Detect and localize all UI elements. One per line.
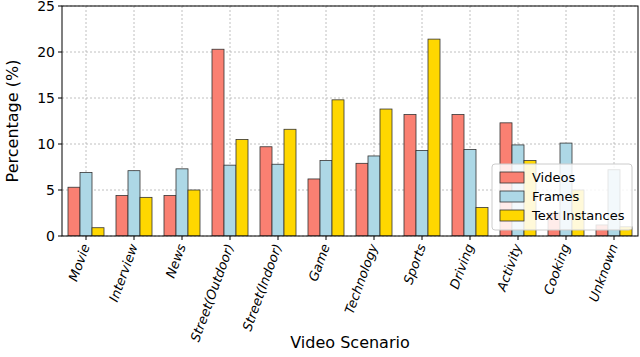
y-tick-label: 10 xyxy=(37,136,55,152)
x-tick-label: Sports xyxy=(400,242,428,287)
x-tick xyxy=(326,236,327,240)
x-tick xyxy=(422,236,423,240)
legend-label: Videos xyxy=(532,170,575,185)
bar xyxy=(320,161,332,236)
bar xyxy=(368,156,380,236)
x-tick xyxy=(518,236,519,240)
grid-line xyxy=(62,52,638,53)
legend-swatch xyxy=(500,191,524,202)
bar xyxy=(128,171,140,236)
x-tick-label: Driving xyxy=(447,242,477,291)
bar xyxy=(308,179,320,236)
x-axis-label: Video Scenario xyxy=(290,333,409,352)
x-tick xyxy=(278,236,279,240)
grid-line xyxy=(62,144,638,145)
y-tick xyxy=(58,6,62,7)
bar xyxy=(416,150,428,236)
bar xyxy=(272,164,284,236)
y-tick-label: 0 xyxy=(46,228,55,244)
y-tick-label: 5 xyxy=(46,182,55,198)
legend-swatch xyxy=(500,172,524,183)
bar xyxy=(224,165,236,236)
legend: Videos Frames Text Instances xyxy=(492,164,632,230)
bar xyxy=(116,196,128,236)
legend-label: Text Instances xyxy=(531,208,625,223)
x-tick-label: News xyxy=(163,242,189,280)
x-tick-label: Activity xyxy=(494,242,525,294)
x-tick-label: Game xyxy=(305,242,332,283)
bar xyxy=(92,228,104,236)
bar xyxy=(212,49,224,236)
legend-label: Frames xyxy=(532,189,580,204)
x-tick-label: Interview xyxy=(106,242,141,304)
x-tick xyxy=(182,236,183,240)
bar xyxy=(452,115,464,236)
x-tick-label: Cooking xyxy=(541,242,573,297)
y-tick xyxy=(58,144,62,145)
bar xyxy=(332,100,344,236)
x-tick-label: Technology xyxy=(342,242,381,316)
y-axis-label: Percentage (%) xyxy=(3,60,22,183)
plot-frame xyxy=(62,6,638,236)
bar xyxy=(476,207,488,236)
y-tick-label: 20 xyxy=(37,44,55,60)
x-tick xyxy=(86,236,87,240)
bar xyxy=(140,197,152,236)
x-tick xyxy=(566,236,567,240)
chart: 0 5 10 15 20 25 Movie Interview NewsStreet(Outdo… xyxy=(0,0,640,357)
bars xyxy=(68,39,632,236)
x-tick xyxy=(134,236,135,240)
y-tick xyxy=(58,98,62,99)
x-tick-label: Movie xyxy=(66,242,93,283)
bar xyxy=(356,163,368,236)
bar xyxy=(236,139,248,236)
y-tick-label: 15 xyxy=(37,90,55,106)
x-tick-label: Street(Outdoor) xyxy=(187,242,236,344)
legend-box xyxy=(492,164,632,230)
bar xyxy=(188,190,200,236)
x-tick-label: Street(Indoor) xyxy=(239,242,284,333)
y-tick xyxy=(58,52,62,53)
bar xyxy=(68,187,80,236)
x-tick xyxy=(230,236,231,240)
legend-swatch xyxy=(500,210,524,221)
bar xyxy=(464,150,476,236)
y-tick xyxy=(58,190,62,191)
bar xyxy=(80,173,92,236)
y-tick xyxy=(58,236,62,237)
bar xyxy=(164,196,176,236)
y-tick-label: 25 xyxy=(37,0,55,14)
grid-line xyxy=(62,98,638,99)
bar xyxy=(404,115,416,236)
bar xyxy=(176,169,188,236)
x-tick xyxy=(374,236,375,240)
bar xyxy=(380,109,392,236)
bar xyxy=(428,39,440,236)
x-tick xyxy=(470,236,471,240)
x-tick xyxy=(614,236,615,240)
x-tick-label: Unknown xyxy=(586,242,621,304)
bar xyxy=(284,129,296,236)
bar xyxy=(260,147,272,236)
